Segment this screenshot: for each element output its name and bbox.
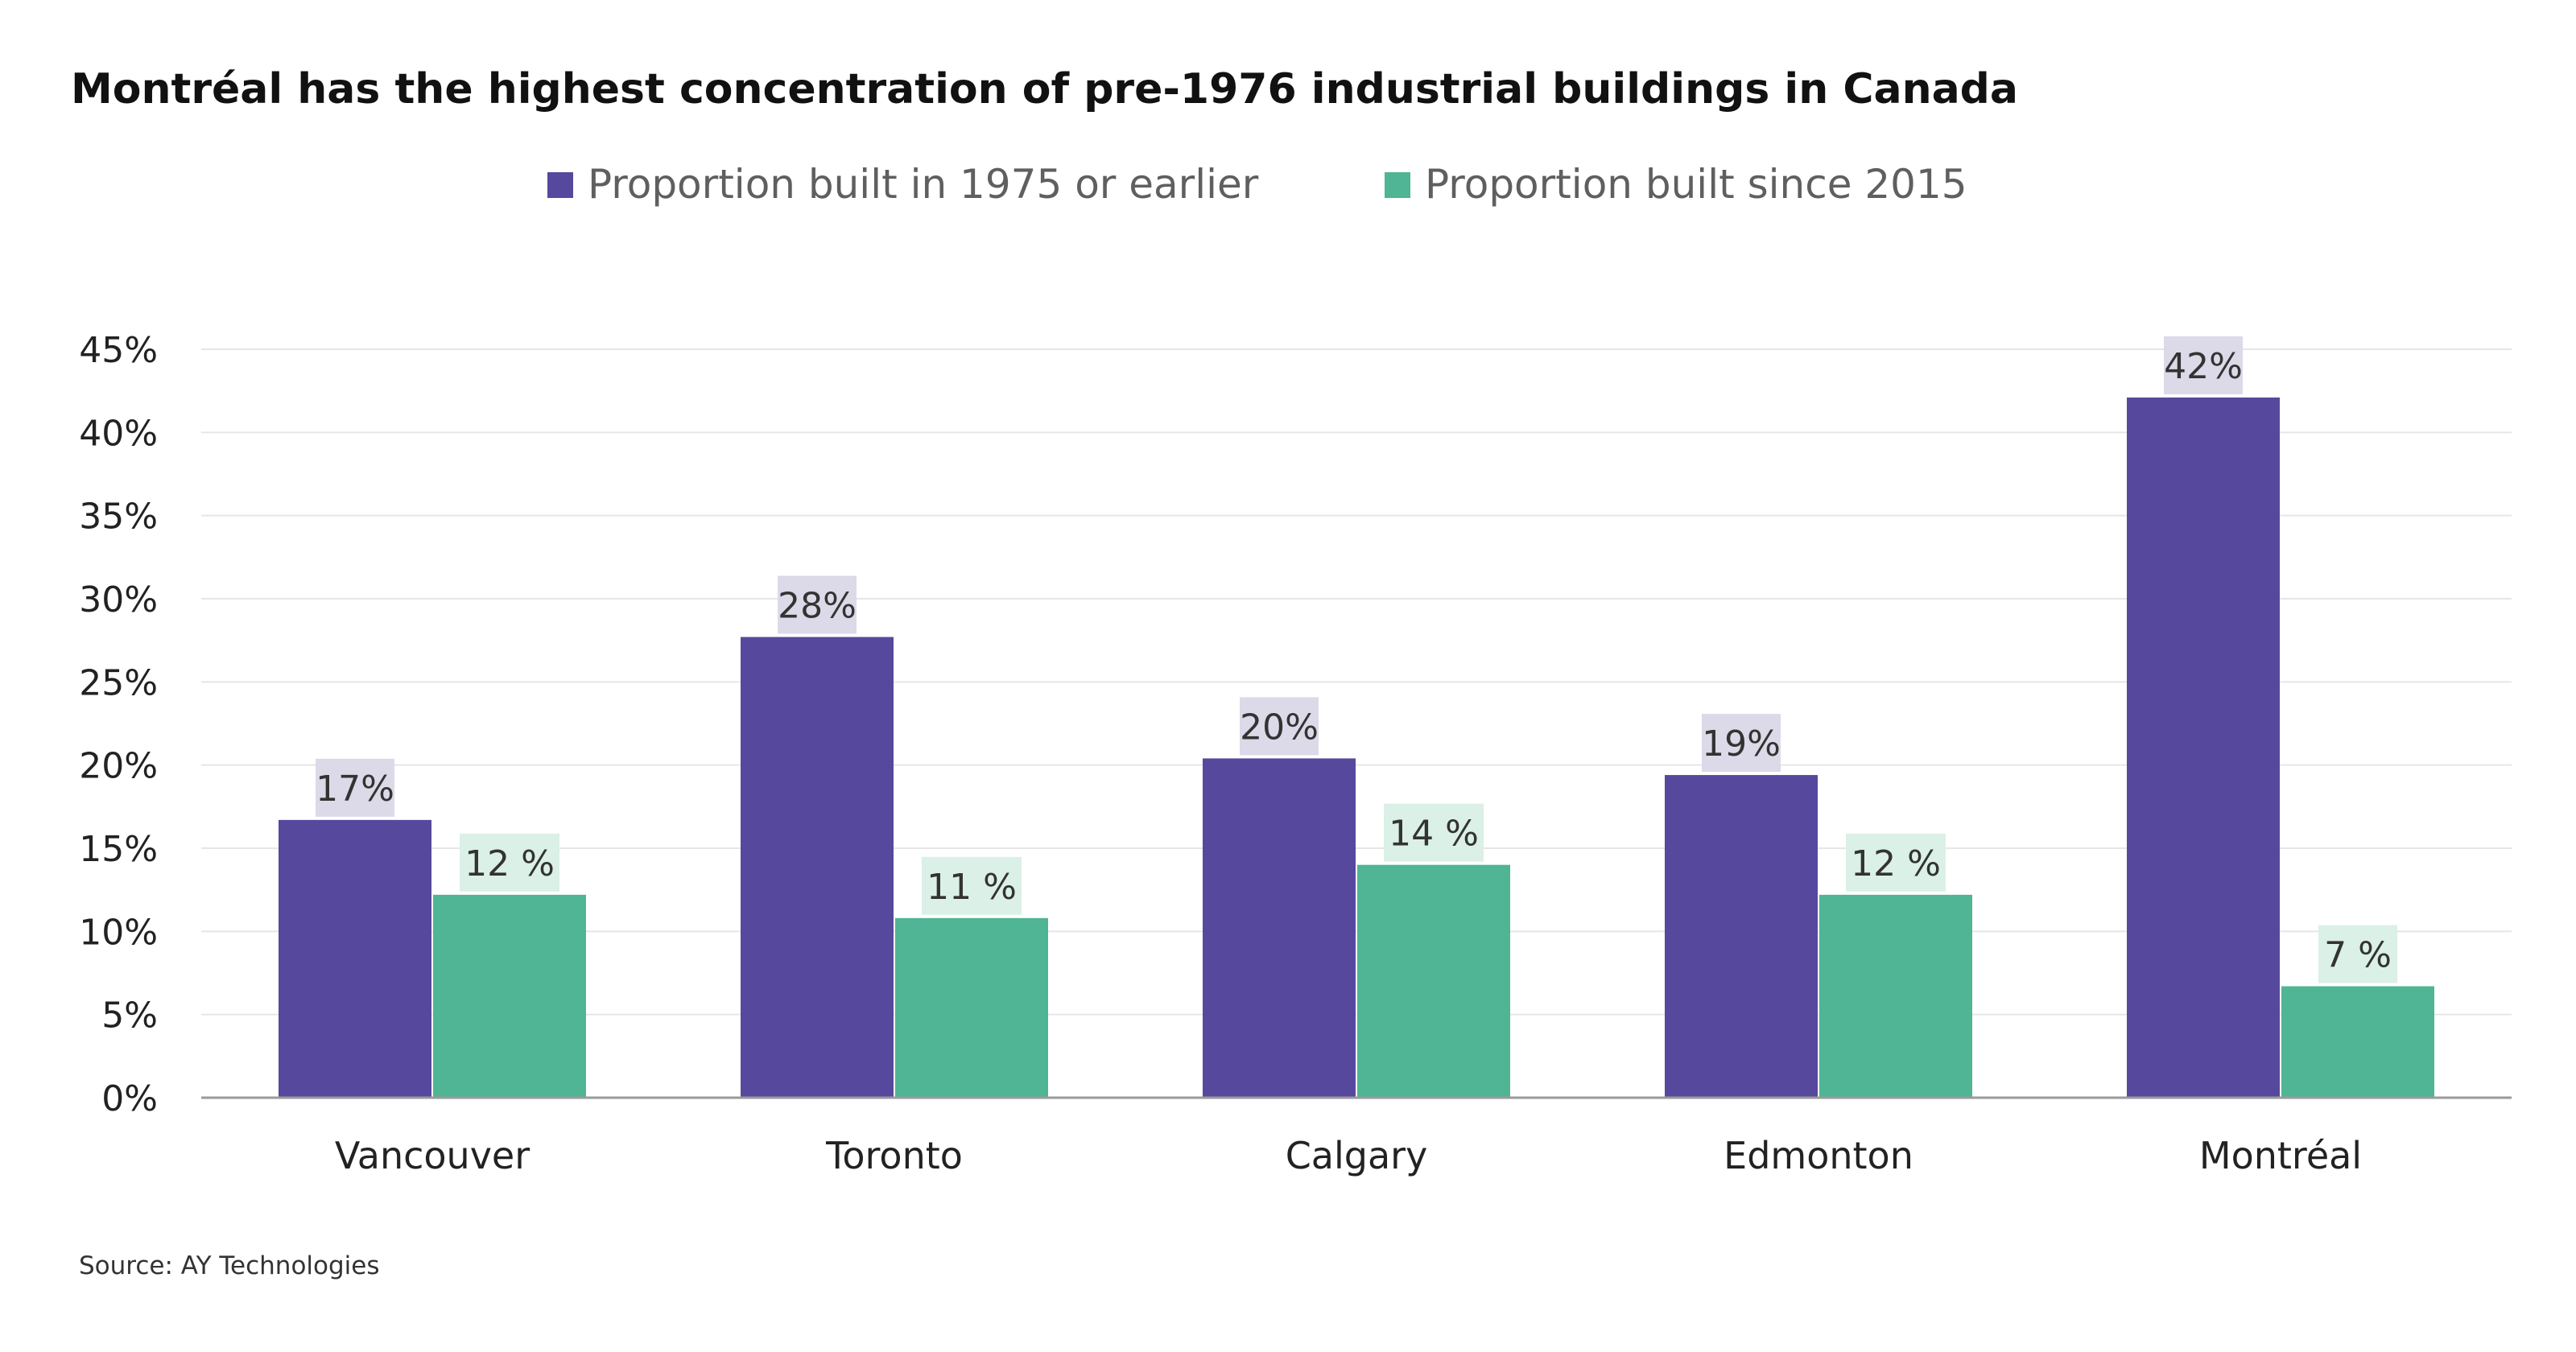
- bar: [433, 894, 586, 1098]
- data-label-background: [922, 856, 1022, 915]
- bar: [741, 637, 894, 1098]
- gridlines: [201, 348, 2512, 1016]
- chart-title: Montréal has the highest concentration o…: [71, 65, 2018, 113]
- bar: [1357, 864, 1510, 1098]
- x-category-label: Montréal: [2199, 1134, 2362, 1177]
- x-category-label: Toronto: [825, 1134, 963, 1177]
- data-label-background: [1384, 803, 1484, 862]
- data-label-background: [316, 758, 394, 817]
- data-labels: 17% 12 % 28% 11 % 20% 14 % 19% 12 % 42% 7 %: [316, 336, 2397, 983]
- source-note: Source: AY Technologies: [79, 1251, 380, 1280]
- data-label-background: [1240, 697, 1319, 756]
- y-tick-label: 10%: [79, 912, 158, 953]
- bar: [2127, 397, 2280, 1098]
- data-label: 7 %: [2324, 935, 2392, 976]
- bar: [1665, 775, 1818, 1098]
- data-label: 17%: [316, 769, 394, 810]
- bar: [1203, 758, 1356, 1098]
- legend: Proportion built in 1975 or earlier Propo…: [547, 161, 1967, 208]
- bar: [2281, 986, 2434, 1098]
- data-label: 19%: [1702, 723, 1781, 765]
- bars: [279, 397, 2434, 1098]
- y-tick-label: 0%: [101, 1078, 158, 1119]
- data-label-background: [460, 833, 559, 892]
- y-tick-label: 40%: [79, 413, 158, 454]
- y-tick-label: 20%: [79, 746, 158, 787]
- bar: [1819, 894, 1972, 1098]
- y-tick-label: 15%: [79, 829, 158, 870]
- x-category-label: Vancouver: [335, 1134, 530, 1177]
- legend-swatch: [1385, 172, 1410, 198]
- data-label: 28%: [778, 586, 857, 627]
- legend-label: Proportion built in 1975 or earlier: [588, 161, 1259, 208]
- y-tick-label: 35%: [79, 497, 158, 538]
- data-label: 11 %: [927, 867, 1017, 908]
- data-label-background: [778, 575, 857, 634]
- bar: [279, 819, 431, 1098]
- data-label: 42%: [2164, 346, 2243, 387]
- bar: [895, 917, 1048, 1098]
- data-label: 12 %: [464, 843, 555, 884]
- data-label-background: [1846, 833, 1946, 892]
- data-label-background: [1702, 714, 1781, 773]
- x-category-label: Calgary: [1286, 1134, 1428, 1177]
- x-category-label: Edmonton: [1724, 1134, 1913, 1177]
- data-label-background: [2318, 925, 2397, 983]
- y-tick-label: 5%: [101, 995, 158, 1037]
- x-axis-category-labels: Vancouver Toronto Calgary Edmonton Montréal: [335, 1134, 2362, 1177]
- data-label-background: [2164, 336, 2243, 394]
- y-axis-tick-labels: 0% 5% 10% 15% 20% 25% 30% 35% 40% 45%: [79, 330, 158, 1119]
- data-label: 12 %: [1851, 843, 1941, 884]
- data-label: 20%: [1240, 707, 1319, 748]
- legend-label: Proportion built since 2015: [1425, 161, 1967, 208]
- legend-swatch: [547, 172, 573, 198]
- data-label: 14 %: [1389, 814, 1479, 855]
- y-tick-label: 45%: [79, 330, 158, 371]
- y-tick-label: 25%: [79, 662, 158, 703]
- y-tick-label: 30%: [79, 579, 158, 620]
